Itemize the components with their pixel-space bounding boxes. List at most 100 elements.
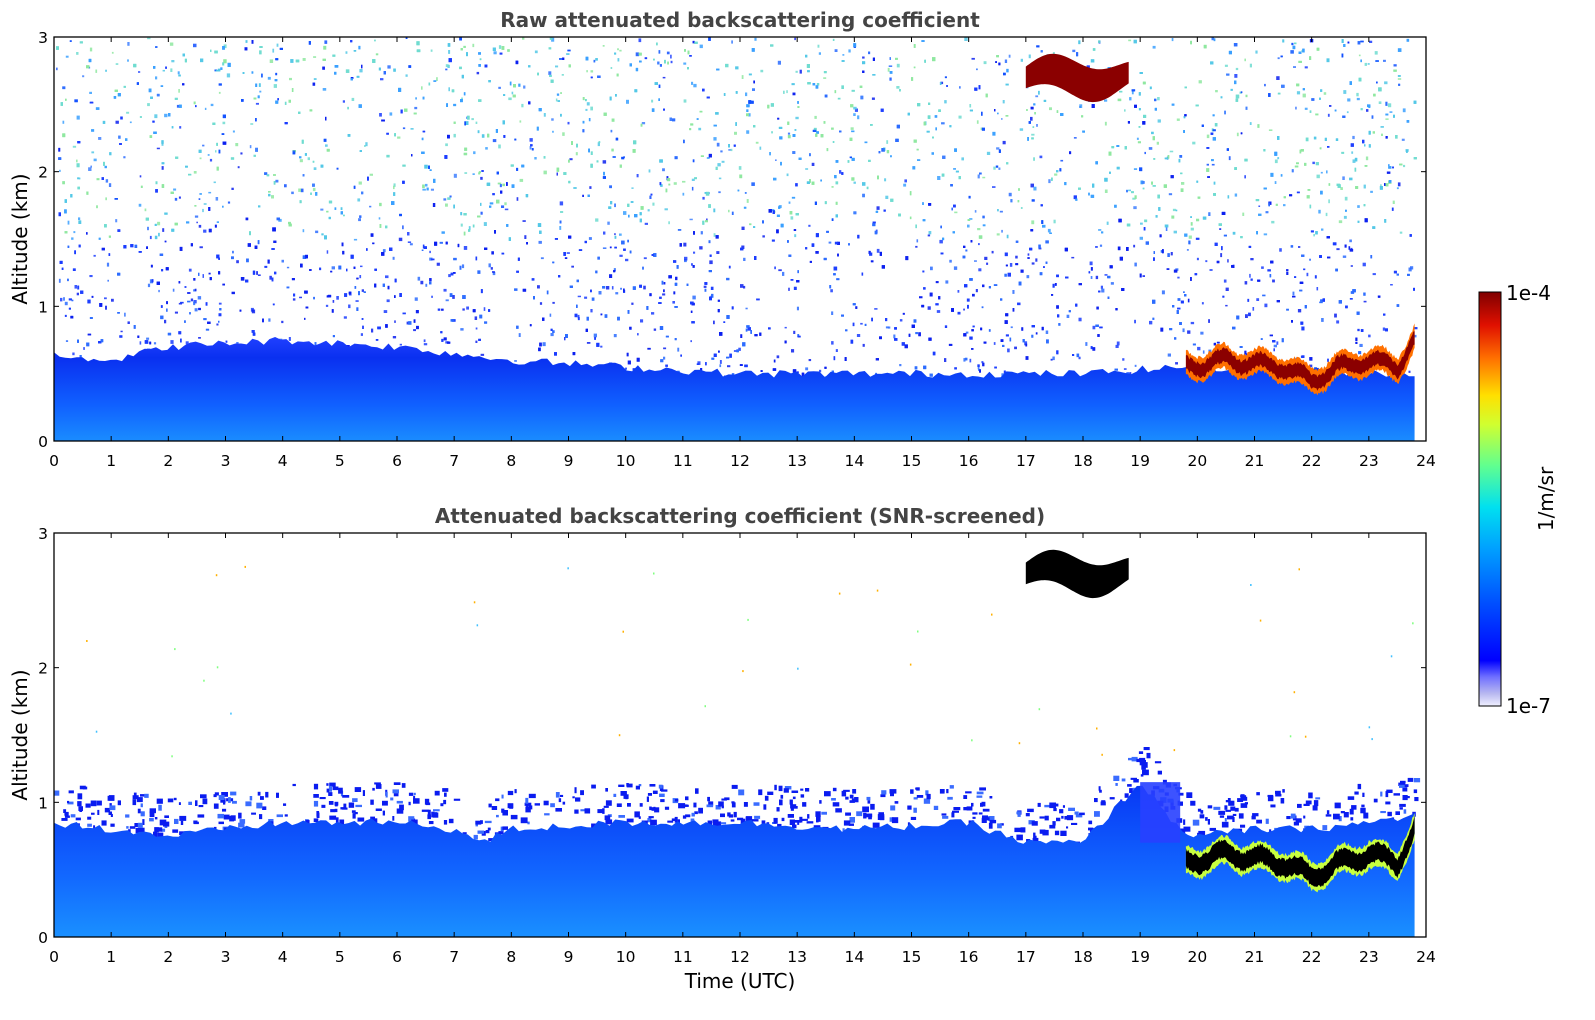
panel-raw-x-tick-label: 21 <box>1245 452 1265 470</box>
screened-speck <box>1412 622 1414 625</box>
panel-screened-x-tick-label: 14 <box>844 948 864 966</box>
panel-raw-x-tick-label: 0 <box>49 452 59 470</box>
screened-speck <box>230 712 232 715</box>
screened-speck <box>1371 738 1373 741</box>
panel-screened-x-tick-label: 16 <box>959 948 979 966</box>
panel-screened: Attenuated backscattering coefficient (S… <box>8 504 1436 993</box>
screened-speck <box>1368 726 1371 729</box>
panel-raw-x-tick-label: 9 <box>564 452 574 470</box>
panel-raw-x-tick-label: 19 <box>1130 452 1150 470</box>
panel-screened-title: Attenuated backscattering coefficient (S… <box>435 504 1045 528</box>
panel-screened-x-tick-label: 10 <box>616 948 636 966</box>
screened-speck <box>1250 584 1252 586</box>
panel-raw-title: Raw attenuated backscattering coefficien… <box>500 8 980 32</box>
screened-speck <box>876 589 879 592</box>
screened-speck <box>216 666 219 669</box>
screened-speck <box>747 618 749 621</box>
panel-screened-y-tick-label: 0 <box>38 929 48 947</box>
panel-screened-x-tick-label: 3 <box>221 948 231 966</box>
screened-speck <box>797 667 799 670</box>
screened-speck <box>622 630 624 633</box>
screened-cloud-layer-edge <box>1185 813 1415 893</box>
panel-raw-x-tick-label: 22 <box>1302 452 1322 470</box>
panel-screened-x-tick-label: 8 <box>506 948 516 966</box>
screened-speck <box>476 624 479 627</box>
panel-screened-x-axis: 0 1 2 3 4 5 6 7 8 9 10 11 12 13 14 15 16 17 18 19 20 21 22 23 24 <box>49 533 1436 966</box>
panel-raw-x-tick-label: 2 <box>163 452 173 470</box>
screened-speck <box>653 572 655 575</box>
panel-screened-x-tick-label: 17 <box>1016 948 1036 966</box>
colorbar-min-label: 1e-7 <box>1506 694 1551 718</box>
panel-screened-x-tick-label: 12 <box>730 948 750 966</box>
panel-screened-x-tick-label: 11 <box>673 948 693 966</box>
panel-screened-x-tick-label: 1 <box>106 948 116 966</box>
screened-speck <box>1390 655 1393 658</box>
screened-speck <box>1259 619 1262 622</box>
panel-raw: Raw attenuated backscattering coefficien… <box>8 8 1436 470</box>
screened-speck <box>203 679 205 682</box>
panel-raw-y-tick-label: 1 <box>38 298 48 316</box>
panel-raw-y-tick-label: 2 <box>38 164 48 182</box>
colorbar-gradient <box>1478 291 1502 707</box>
screened-speck <box>971 739 973 742</box>
raw-cloud-layer-edge <box>1185 323 1415 396</box>
panel-screened-x-tick-label: 18 <box>1073 948 1093 966</box>
raw-cloud-layer <box>1185 331 1415 391</box>
panel-screened-x-tick-label: 24 <box>1416 948 1436 966</box>
screened-speck <box>991 613 993 616</box>
screened-speck <box>1298 568 1300 571</box>
panel-raw-x-tick-label: 10 <box>616 452 636 470</box>
screened-speck <box>215 574 218 577</box>
screened-speck <box>95 730 98 733</box>
panel-screened-y-label: Altitude (km) <box>8 669 32 800</box>
screened-cloud-layer <box>1185 815 1415 888</box>
panel-raw-y-tick-label: 3 <box>38 29 48 47</box>
screened-speck <box>618 734 621 737</box>
panel-screened-x-label: Time (UTC) <box>684 969 796 993</box>
colorbar: 1e-4 1e-7 1/m/sr <box>1478 281 1558 718</box>
panel-raw-x-tick-label: 8 <box>506 452 516 470</box>
panel-raw-y-axis: 0 1 2 3 <box>38 29 1426 451</box>
panel-raw-x-tick-label: 20 <box>1187 452 1207 470</box>
colorbar-unit-label: 1/m/sr <box>1534 466 1558 531</box>
screened-elevated-cloud <box>1025 549 1129 599</box>
screened-speck <box>1304 735 1307 738</box>
screened-speck <box>244 565 246 568</box>
panel-raw-x-tick-label: 13 <box>787 452 807 470</box>
panel-screened-x-tick-label: 2 <box>163 948 173 966</box>
panel-raw-x-tick-label: 11 <box>673 452 693 470</box>
panel-screened-x-tick-label: 5 <box>335 948 345 966</box>
panel-raw-x-tick-label: 12 <box>730 452 750 470</box>
panel-raw-x-tick-label: 23 <box>1359 452 1379 470</box>
panel-raw-plot-area <box>54 37 1418 441</box>
panel-screened-x-tick-label: 4 <box>278 948 288 966</box>
panel-screened-y-axis: 0 1 2 3 <box>38 525 1426 947</box>
panel-raw-y-tick-label: 0 <box>38 433 48 451</box>
panel-screened-x-tick-label: 6 <box>392 948 402 966</box>
panel-raw-x-tick-label: 14 <box>844 452 864 470</box>
panel-raw-x-tick-label: 1 <box>106 452 116 470</box>
panel-screened-x-tick-label: 7 <box>449 948 459 966</box>
panel-screened-x-tick-label: 13 <box>787 948 807 966</box>
screened-speck <box>1038 708 1041 711</box>
panel-raw-x-tick-label: 17 <box>1016 452 1036 470</box>
panel-screened-plot-area <box>54 549 1421 937</box>
colorbar-max-label: 1e-4 <box>1506 281 1551 305</box>
screened-speck <box>704 705 706 708</box>
panel-screened-y-tick-label: 2 <box>38 660 48 678</box>
screened-speck <box>1289 735 1292 738</box>
panel-raw-x-tick-label: 5 <box>335 452 345 470</box>
panel-screened-x-tick-label: 20 <box>1187 948 1207 966</box>
screened-speck <box>1173 749 1176 752</box>
screened-speck <box>1101 753 1103 756</box>
panel-screened-x-tick-label: 23 <box>1359 948 1379 966</box>
panel-screened-x-tick-label: 9 <box>564 948 574 966</box>
screened-speck <box>742 670 744 673</box>
raw-boundary-layer <box>54 337 1415 441</box>
screened-speck <box>567 567 569 570</box>
panel-raw-x-tick-label: 15 <box>902 452 922 470</box>
panel-raw-x-tick-label: 6 <box>392 452 402 470</box>
screened-speck <box>1018 742 1021 745</box>
panel-raw-x-axis: 0 1 2 3 4 5 6 7 8 9 10 11 12 13 14 15 16 17 18 19 20 21 22 23 24 <box>49 37 1436 470</box>
screened-speck <box>86 640 88 642</box>
